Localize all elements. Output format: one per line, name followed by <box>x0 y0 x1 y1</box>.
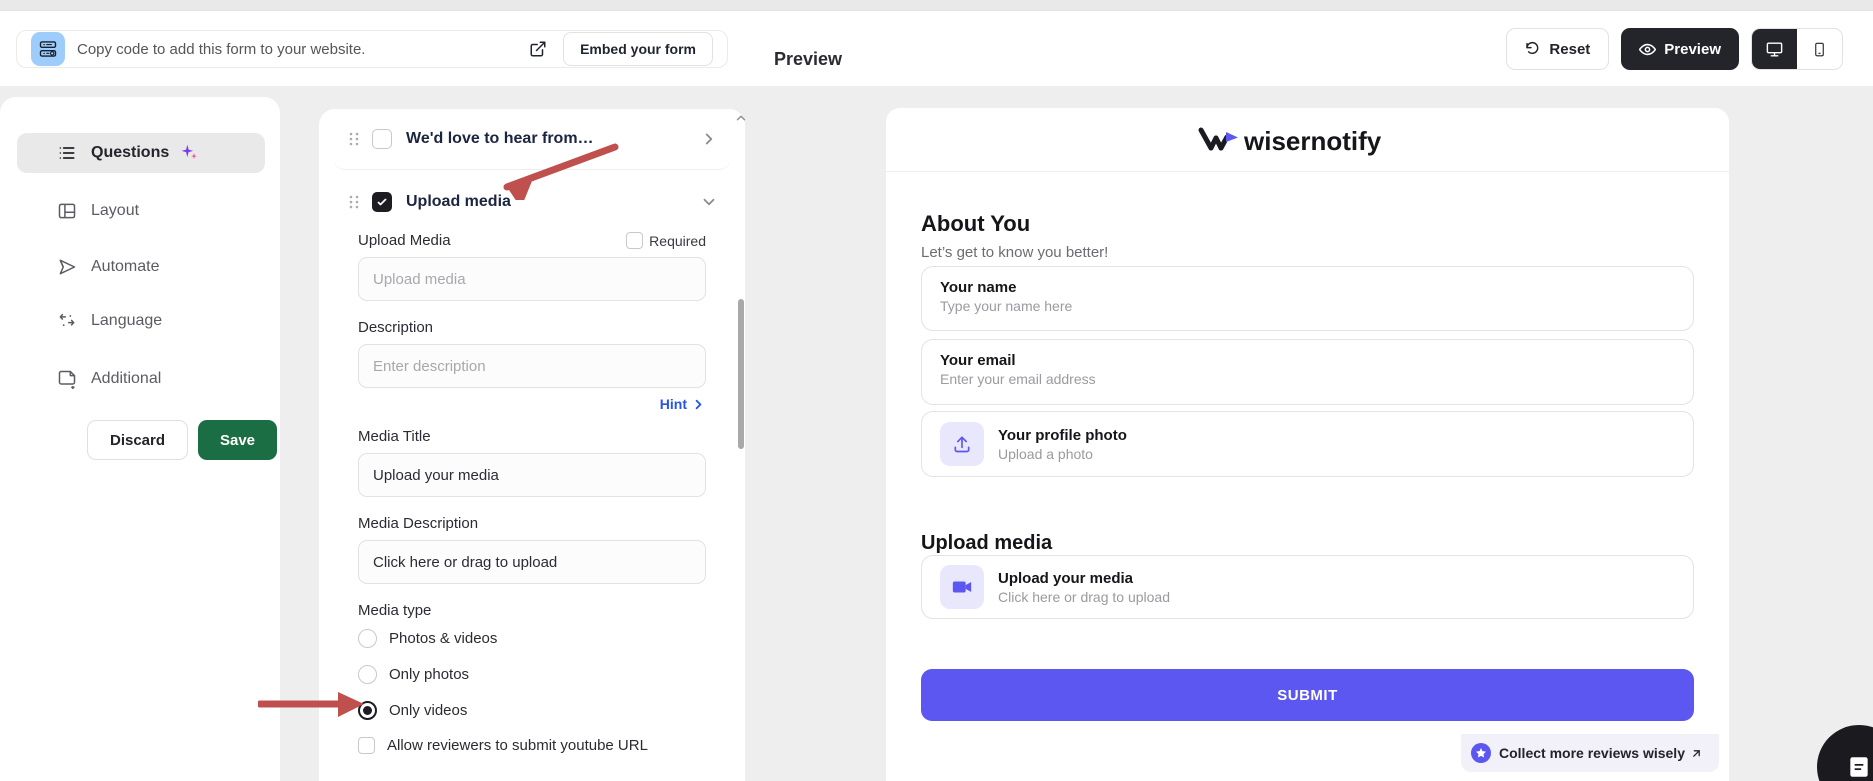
svg-text:wisernotify: wisernotify <box>1243 126 1382 156</box>
